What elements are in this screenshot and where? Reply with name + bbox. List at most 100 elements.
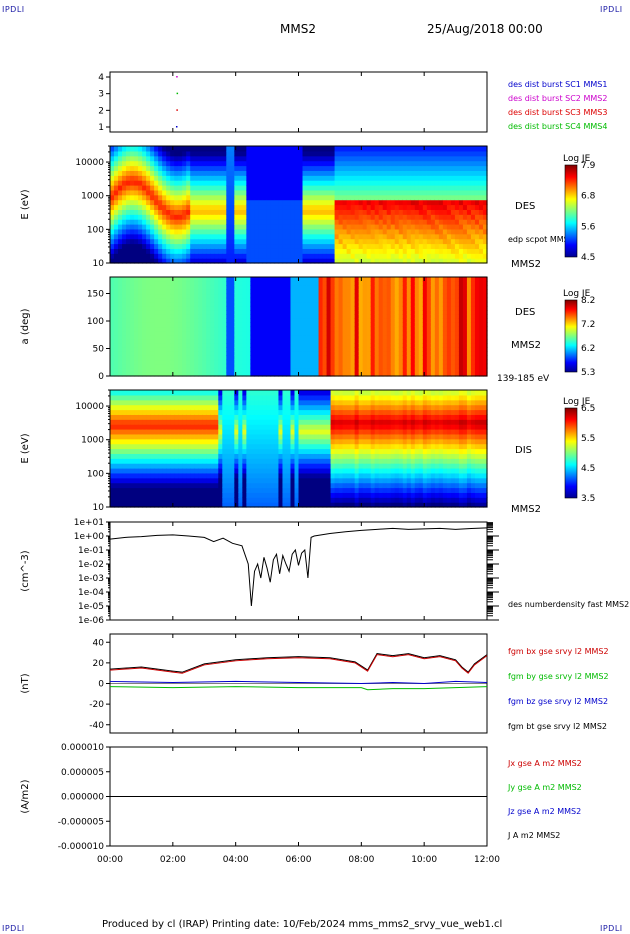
heatmap-cell: [234, 199, 239, 206]
heatmap-cell: [122, 189, 127, 196]
heatmap-cell: [150, 293, 155, 299]
heatmap-cell: [450, 359, 456, 365]
heatmap-cell: [390, 330, 396, 336]
heatmap-cell: [110, 318, 115, 323]
heatmap-cell: [138, 219, 143, 225]
heatmap-cell: [166, 248, 171, 254]
heatmap-cell: [458, 258, 464, 264]
heatmap-cell: [238, 199, 243, 206]
heatmap-cell: [262, 351, 268, 356]
heatmap-cell: [430, 334, 436, 340]
heatmap-cell: [194, 371, 199, 377]
heatmap-cell: [158, 314, 163, 319]
heatmap-cell: [246, 347, 251, 352]
heatmap-cell: [234, 233, 239, 240]
heatmap-cell: [178, 277, 183, 282]
heatmap-cell: [146, 318, 151, 323]
heatmap-cell: [198, 243, 203, 249]
heatmap-cell: [266, 351, 272, 356]
heatmap-cell: [178, 253, 183, 259]
heatmap-cell: [298, 253, 304, 259]
heatmap-cell: [290, 258, 296, 264]
heatmap-cell: [422, 305, 428, 311]
heatmap-cell: [466, 185, 472, 191]
heatmap-cell: [146, 347, 151, 352]
heatmap-cell: [114, 433, 119, 440]
heatmap-cell: [150, 394, 155, 401]
heatmap-cell: [386, 297, 392, 303]
heatmap-cell: [130, 433, 135, 440]
heatmap-cell: [470, 258, 476, 264]
heatmap-cell: [110, 414, 115, 420]
heatmap-cell: [410, 238, 416, 245]
heatmap-cell: [138, 243, 143, 249]
heatmap-cell: [154, 281, 159, 286]
heatmap-cell: [418, 310, 424, 315]
heatmap-cell: [202, 175, 207, 181]
heatmap-cell: [438, 343, 444, 348]
heatmap-cell: [210, 175, 215, 181]
heatmap-cell: [290, 293, 296, 299]
heatmap-cell: [142, 289, 147, 295]
heatmap-cell: [322, 199, 328, 206]
heatmap-cell: [226, 347, 231, 352]
heatmap-cell: [134, 189, 139, 196]
heatmap-cell: [270, 343, 276, 348]
heatmap-cell: [274, 238, 280, 245]
heatmap-cell: [422, 318, 428, 323]
heatmap-cell: [262, 185, 268, 191]
heatmap-cell: [122, 310, 127, 315]
heatmap-cell: [314, 277, 320, 282]
heatmap-cell: [150, 390, 155, 396]
heatmap-cell: [134, 409, 139, 415]
heatmap-cell: [482, 314, 488, 319]
heatmap-cell: [286, 165, 292, 171]
heatmap-cell: [274, 194, 280, 201]
heatmap-cell: [210, 359, 215, 365]
heatmap-cell: [426, 367, 432, 373]
heatmap-cell: [290, 351, 296, 356]
heatmap-cell: [174, 281, 179, 286]
heatmap-cell: [366, 363, 372, 369]
heatmap-cell: [182, 248, 187, 254]
heatmap-cell: [158, 409, 163, 415]
heatmap-cell: [422, 199, 428, 206]
heatmap-cell: [262, 199, 268, 206]
heatmap-cell: [274, 289, 280, 295]
heatmap-cell: [158, 219, 163, 225]
heatmap-cell: [398, 258, 404, 264]
heatmap-cell: [382, 189, 388, 196]
heatmap-cell: [142, 318, 147, 323]
heatmap-cell: [458, 322, 464, 328]
heatmap-cell: [342, 355, 348, 361]
heatmap-cell: [110, 438, 115, 445]
heatmap-cell: [450, 180, 456, 186]
heatmap-cell: [134, 394, 139, 401]
heatmap-cell: [330, 233, 336, 240]
heatmap-cell: [318, 305, 324, 311]
heatmap-cell: [206, 310, 211, 315]
heatmap-cell: [210, 155, 215, 162]
heatmap-cell: [358, 367, 364, 373]
heatmap-cell: [158, 477, 163, 484]
heatmap-cell: [162, 305, 167, 311]
heatmap-cell: [342, 281, 348, 286]
heatmap-cell: [142, 433, 147, 440]
heatmap-cell: [118, 477, 123, 484]
heatmap-cell: [274, 165, 280, 171]
heatmap-cell: [466, 233, 472, 240]
heatmap-cell: [406, 297, 412, 303]
heatmap-cell: [338, 347, 344, 352]
heatmap-cell: [422, 165, 428, 171]
heatmap-cell: [290, 277, 296, 282]
heatmap-cell: [126, 399, 131, 406]
heatmap-cell: [466, 224, 472, 230]
heatmap-cell: [354, 185, 360, 191]
heatmap-cell: [422, 297, 428, 303]
heatmap-cell: [234, 214, 239, 220]
heatmap-cell: [202, 289, 207, 295]
heatmap-cell: [466, 285, 472, 290]
heatmap-cell: [306, 285, 312, 290]
heatmap-cell: [390, 224, 396, 230]
heatmap-cell: [250, 343, 255, 348]
